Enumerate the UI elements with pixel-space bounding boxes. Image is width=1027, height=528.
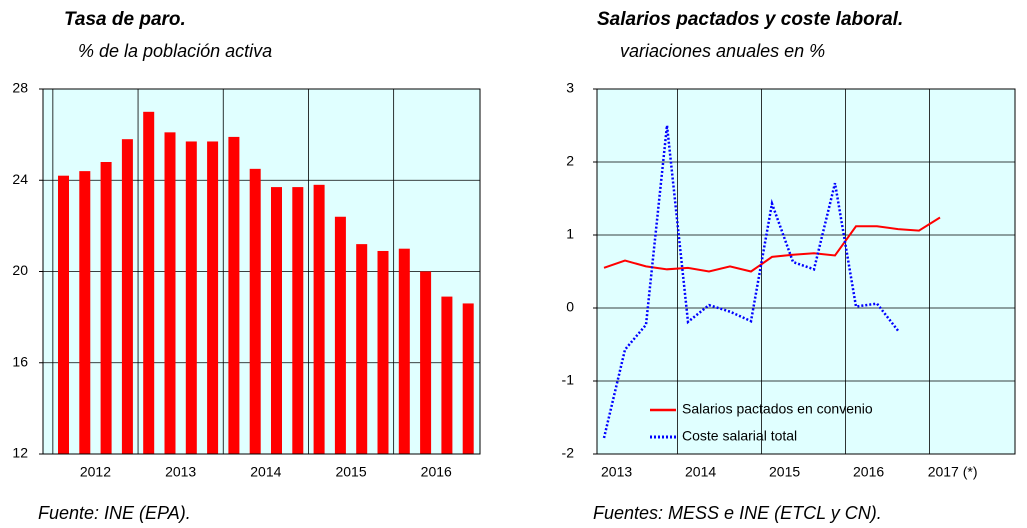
y-tick-label: 12 <box>12 445 28 461</box>
bar <box>441 296 453 454</box>
y-tick-label: 20 <box>12 262 28 278</box>
bar <box>121 139 133 454</box>
bar <box>79 171 91 454</box>
x-tick-label: 2013 <box>165 464 196 480</box>
y-tick-label: 2 <box>566 153 574 169</box>
chart-subtitle: variaciones anuales en % <box>620 41 825 61</box>
x-tick-label: 2014 <box>250 464 281 480</box>
chart-title: Salarios pactados y coste laboral. <box>597 9 903 30</box>
legend-label: Salarios pactados en convenio <box>682 401 873 417</box>
x-tick-label: 2016 <box>421 464 452 480</box>
chart-title: Tasa de paro. <box>64 9 186 30</box>
bar <box>420 271 432 454</box>
bar <box>185 141 197 454</box>
bar <box>377 250 389 454</box>
bar <box>228 136 240 454</box>
plot-frame <box>596 88 1016 455</box>
bar <box>100 162 112 454</box>
x-tick-label: 2015 <box>769 464 800 480</box>
y-tick-label: 1 <box>566 226 574 242</box>
x-tick-label: 2016 <box>853 464 884 480</box>
series-line <box>603 216 941 273</box>
bar <box>207 141 219 454</box>
x-tick-label: 2012 <box>80 464 111 480</box>
bar <box>462 303 474 454</box>
bar <box>164 132 176 454</box>
bar <box>334 216 346 454</box>
legend-label: Coste salarial total <box>682 428 797 444</box>
bar <box>313 184 325 454</box>
y-tick-label: 28 <box>12 80 28 96</box>
x-tick-label: 2017 (*) <box>928 464 978 480</box>
bar <box>398 248 410 454</box>
bar <box>356 244 368 454</box>
plot-frame <box>42 88 481 455</box>
bar <box>58 175 69 454</box>
y-tick-label: 3 <box>566 80 574 96</box>
y-tick-label: 24 <box>12 171 28 187</box>
y-tick-label: -2 <box>562 445 575 461</box>
chart-source: Fuente: INE (EPA). <box>38 503 191 523</box>
bar <box>249 168 261 454</box>
bar <box>292 187 304 454</box>
y-tick-label: 16 <box>12 353 28 369</box>
x-tick-label: 2014 <box>685 464 716 480</box>
plot-background <box>597 89 1015 454</box>
series-line <box>602 125 899 439</box>
x-tick-label: 2013 <box>601 464 632 480</box>
bar <box>271 187 282 454</box>
y-tick-label: -1 <box>562 372 575 388</box>
x-tick-label: 2015 <box>335 464 366 480</box>
y-tick-label: 0 <box>566 299 574 315</box>
chart-subtitle: % de la población activa <box>78 41 272 61</box>
bar <box>143 111 155 454</box>
chart-source: Fuentes: MESS e INE (ETCL y CN). <box>593 503 882 523</box>
